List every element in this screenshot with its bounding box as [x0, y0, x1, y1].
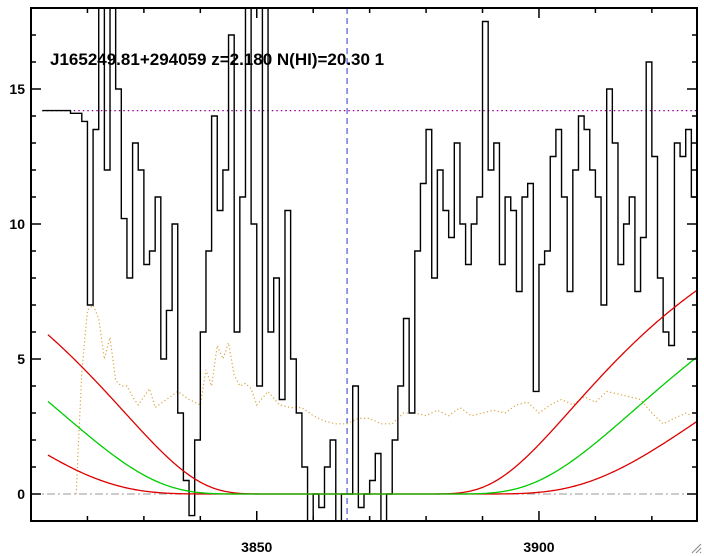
y-tick-label: 15: [9, 81, 25, 97]
fit-upper-bound: [47, 289, 697, 495]
y-tick-label: 10: [9, 216, 25, 232]
y-tick-label: 5: [17, 351, 25, 367]
x-tick-label: 3900: [523, 539, 554, 555]
fit-best: [47, 356, 697, 495]
fit-lower-bound: [47, 420, 697, 495]
chart-title: J165249.81+294059 z=2.180 N(HI)=20.30 1: [50, 50, 384, 69]
y-tick-label: 0: [17, 486, 25, 502]
plot-frame: [30, 7, 698, 522]
flux-spectrum: [42, 8, 697, 521]
error-spectrum: [75, 303, 692, 495]
x-tick-label: 3850: [241, 539, 272, 555]
resize-grip-icon[interactable]: [690, 542, 702, 554]
